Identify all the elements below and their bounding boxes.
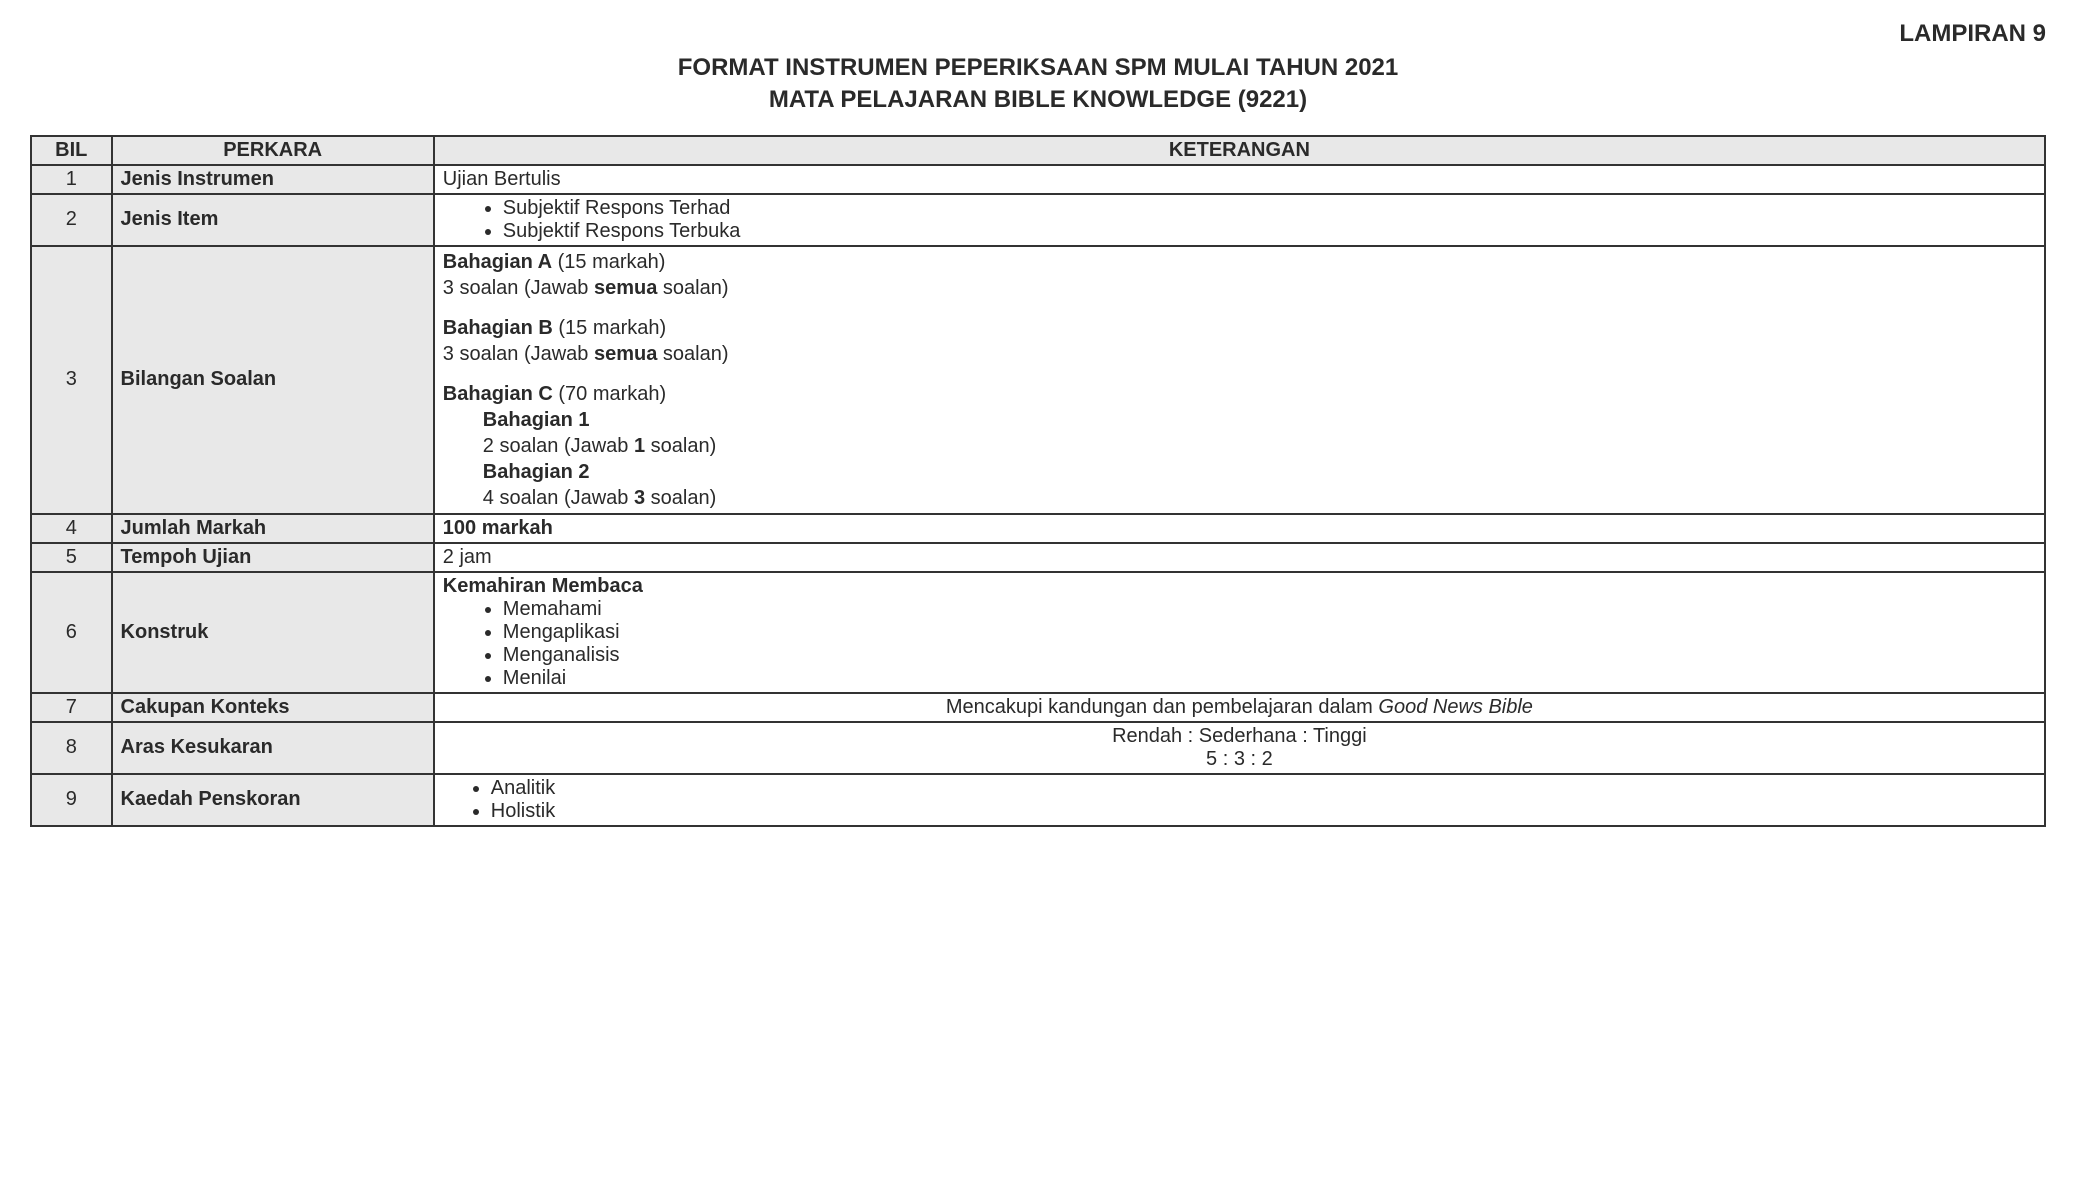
cell-perkara: Cakupan Konteks: [112, 693, 434, 722]
table-row: 3 Bilangan Soalan Bahagian A (15 markah)…: [31, 246, 2045, 514]
table-row: 7 Cakupan Konteks Mencakupi kandungan da…: [31, 693, 2045, 722]
cell-bil: 3: [31, 246, 112, 514]
table-row: 2 Jenis Item Subjektif Respons Terhad Su…: [31, 194, 2045, 246]
col-keterangan: KETERANGAN: [434, 136, 2045, 165]
list-item: Memahami: [503, 598, 2036, 621]
cell-keterangan: 2 jam: [434, 543, 2045, 572]
section-head-rest: (15 markah): [552, 251, 665, 273]
col-perkara: PERKARA: [112, 136, 434, 165]
table-row: 9 Kaedah Penskoran Analitik Holistik: [31, 774, 2045, 826]
list-item: Menganalisis: [503, 644, 2036, 667]
page-title: FORMAT INSTRUMEN PEPERIKSAAN SPM MULAI T…: [30, 52, 2046, 117]
cell-perkara: Jenis Instrumen: [112, 165, 434, 194]
cell-bil: 9: [31, 774, 112, 826]
cell-bil: 1: [31, 165, 112, 194]
title-line-1: FORMAT INSTRUMEN PEPERIKSAAN SPM MULAI T…: [30, 52, 2046, 84]
cell-perkara: Tempoh Ujian: [112, 543, 434, 572]
aras-line1: Rendah : Sederhana : Tinggi: [443, 725, 2036, 748]
title-line-2: MATA PELAJARAN BIBLE KNOWLEDGE (9221): [30, 84, 2046, 116]
format-table: BIL PERKARA KETERANGAN 1 Jenis Instrumen…: [30, 135, 2046, 827]
cell-perkara: Bilangan Soalan: [112, 246, 434, 514]
list-item: Subjektif Respons Terbuka: [503, 220, 2036, 243]
section-head: Bahagian C: [443, 383, 553, 405]
cell-bil: 2: [31, 194, 112, 246]
table-row: 6 Konstruk Kemahiran Membaca Memahami Me…: [31, 572, 2045, 693]
cell-perkara: Kaedah Penskoran: [112, 774, 434, 826]
table-row: 5 Tempoh Ujian 2 jam: [31, 543, 2045, 572]
cell-bil: 7: [31, 693, 112, 722]
table-header-row: BIL PERKARA KETERANGAN: [31, 136, 2045, 165]
table-row: 8 Aras Kesukaran Rendah : Sederhana : Ti…: [31, 722, 2045, 774]
annex-label: LAMPIRAN 9: [30, 20, 2046, 48]
aras-line2: 5 : 3 : 2: [443, 748, 2036, 771]
cell-keterangan: Kemahiran Membaca Memahami Mengaplikasi …: [434, 572, 2045, 693]
cell-perkara: Jenis Item: [112, 194, 434, 246]
cell-bil: 4: [31, 514, 112, 543]
cell-keterangan: Analitik Holistik: [434, 774, 2045, 826]
table-row: 4 Jumlah Markah 100 markah: [31, 514, 2045, 543]
section-head-rest: (15 markah): [553, 317, 666, 339]
cell-bil: 8: [31, 722, 112, 774]
table-row: 1 Jenis Instrumen Ujian Bertulis: [31, 165, 2045, 194]
cell-keterangan: Bahagian A (15 markah) 3 soalan (Jawab s…: [434, 246, 2045, 514]
cell-perkara: Aras Kesukaran: [112, 722, 434, 774]
cell-keterangan: 100 markah: [434, 514, 2045, 543]
cell-perkara: Konstruk: [112, 572, 434, 693]
cell-keterangan: Subjektif Respons Terhad Subjektif Respo…: [434, 194, 2045, 246]
cell-bil: 5: [31, 543, 112, 572]
section-head: Bahagian A: [443, 251, 552, 273]
cell-keterangan: Mencakupi kandungan dan pembelajaran dal…: [434, 693, 2045, 722]
cell-perkara: Jumlah Markah: [112, 514, 434, 543]
section-head-rest: (70 markah): [553, 383, 666, 405]
cell-keterangan: Ujian Bertulis: [434, 165, 2045, 194]
list-item: Holistik: [491, 800, 2036, 823]
subsection-head: Bahagian 2: [443, 459, 2036, 485]
konstruk-head: Kemahiran Membaca: [443, 575, 2036, 598]
list-item: Mengaplikasi: [503, 621, 2036, 644]
cell-keterangan: Rendah : Sederhana : Tinggi 5 : 3 : 2: [434, 722, 2045, 774]
list-item: Subjektif Respons Terhad: [503, 197, 2036, 220]
cell-bil: 6: [31, 572, 112, 693]
col-bil: BIL: [31, 136, 112, 165]
list-item: Analitik: [491, 777, 2036, 800]
list-item: Menilai: [503, 667, 2036, 690]
section-head: Bahagian B: [443, 317, 553, 339]
subsection-head: Bahagian 1: [443, 407, 2036, 433]
